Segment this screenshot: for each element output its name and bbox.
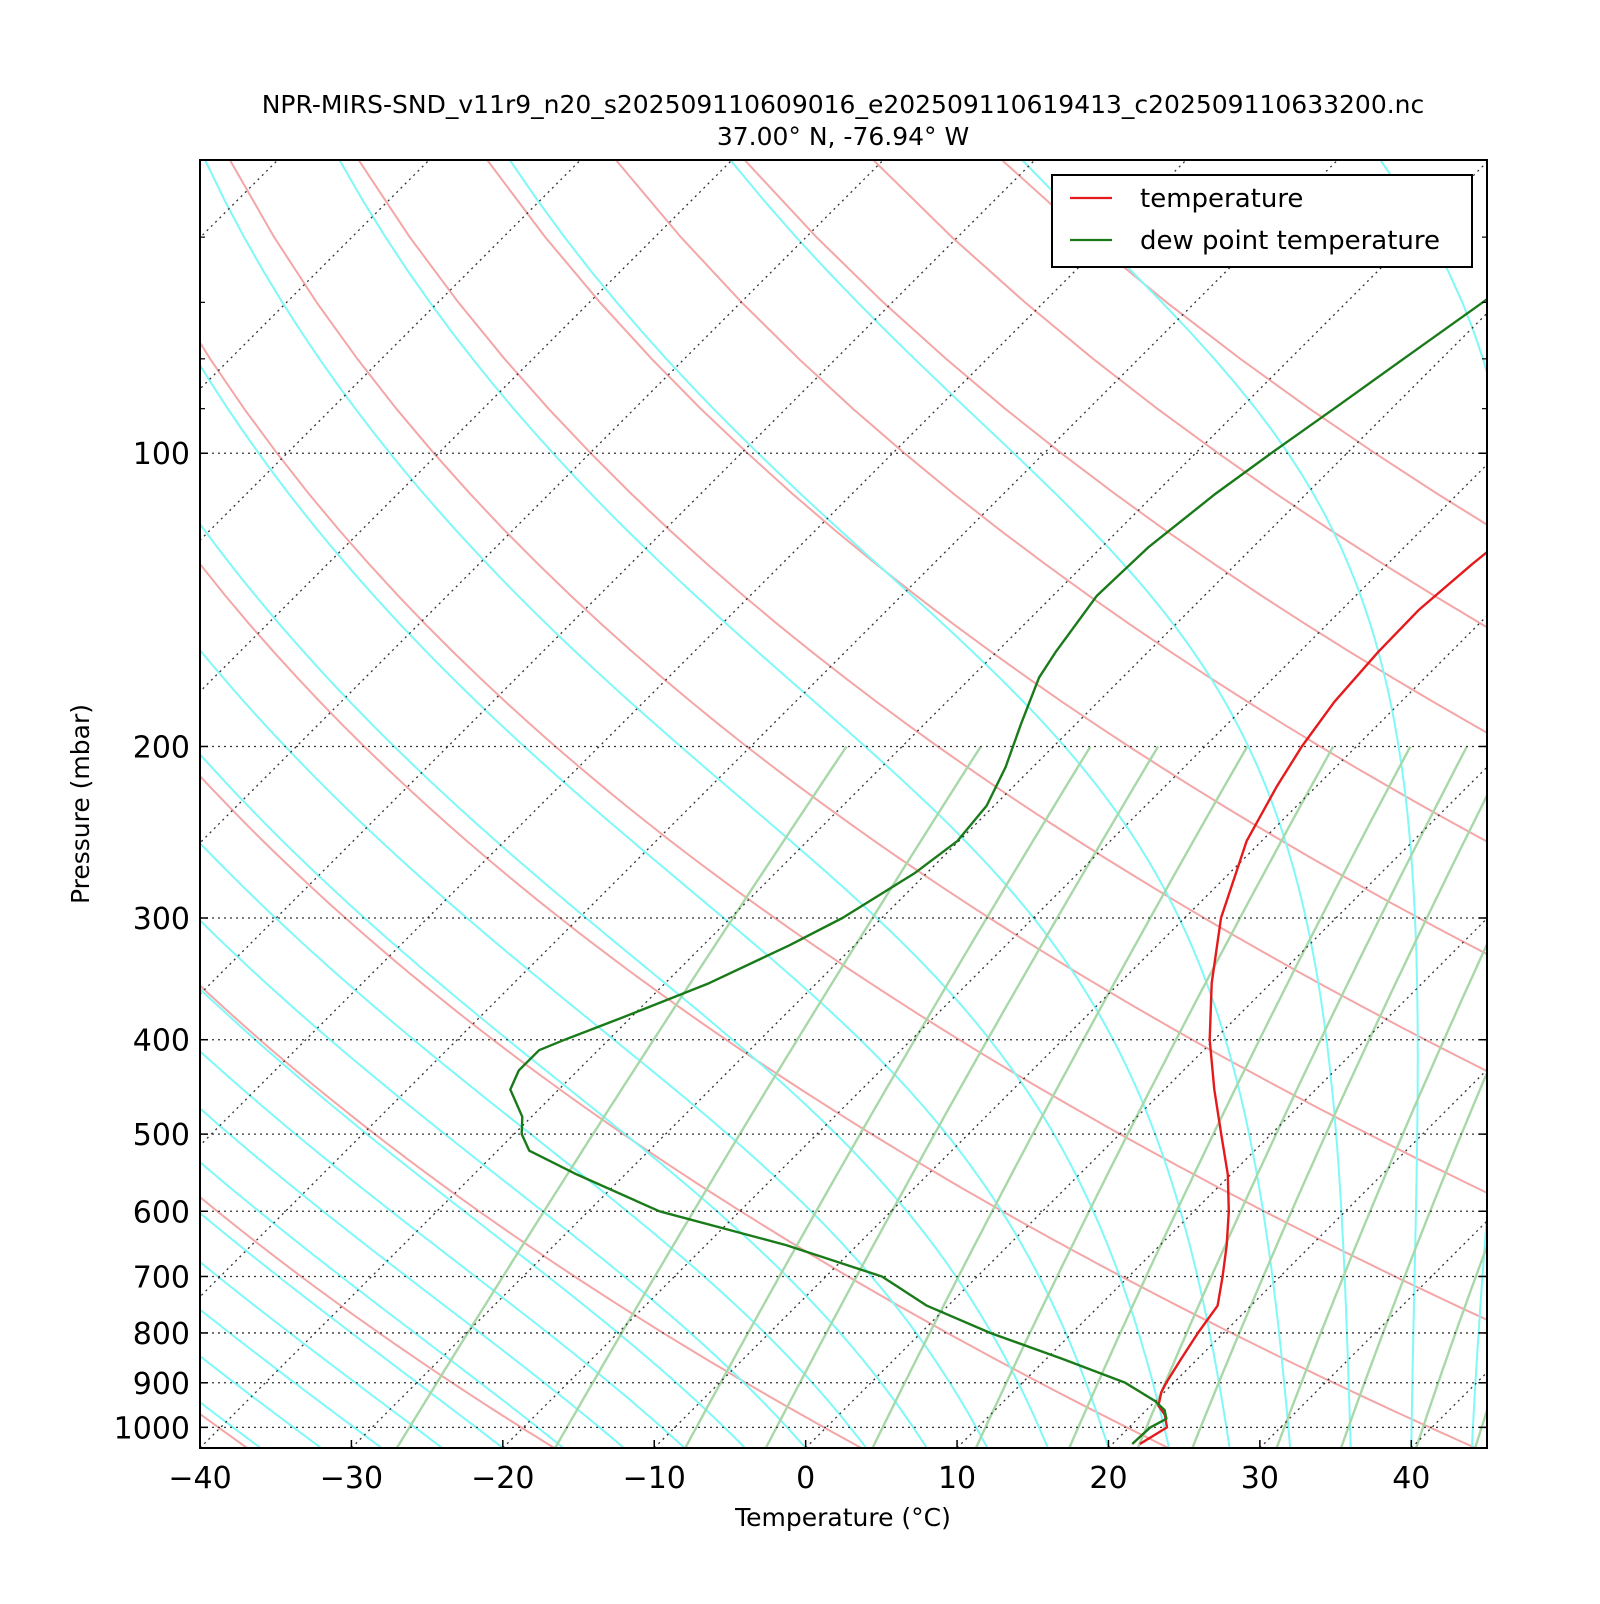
moist-adiabat: [200, 1260, 443, 1448]
moist-adiabat: [200, 1107, 625, 1448]
y-tick-label: 200: [133, 730, 190, 765]
isotherm-grid-line: [200, 161, 1487, 1448]
legend: temperature dew point temperature: [1051, 174, 1473, 268]
isotherm-grid-line: [200, 160, 430, 390]
y-tick-label: 800: [133, 1317, 190, 1352]
x-axis-ticks: −40 −30 −20 −10 0 10 20 30 40: [168, 1440, 1430, 1496]
x-tick-label: 20: [1089, 1461, 1127, 1496]
moist-adiabat: [729, 160, 1352, 1448]
mixing-ratio-line: [871, 745, 1249, 1448]
moist-adiabat: [200, 1160, 565, 1448]
moist-adiabat: [200, 1308, 383, 1448]
dry-adiabat: [200, 774, 1169, 1448]
x-axis-label: Temperature (°C): [734, 1503, 951, 1532]
mixing-ratio-line: [1275, 941, 1487, 1448]
chart-subtitle: 37.00° N, -76.94° W: [717, 122, 969, 151]
x-tick-label: −10: [623, 1461, 686, 1496]
y-tick-label: 400: [133, 1024, 190, 1059]
mixing-ratio-line: [684, 745, 1092, 1448]
x-tick-label: 10: [938, 1461, 976, 1496]
moist-adiabat: [200, 648, 989, 1448]
y-tick-label: 100: [133, 437, 190, 472]
moist-adiabat: [200, 987, 746, 1448]
mixing-ratio-line: [1068, 745, 1412, 1448]
moist-adiabat: [200, 752, 928, 1448]
moist-adiabat: [1379, 160, 1487, 1448]
plot-frame: [199, 159, 1488, 1449]
y-tick-label: 600: [133, 1195, 190, 1230]
dry-adiabat: [486, 160, 1487, 956]
isotherm-grid-line: [200, 160, 733, 693]
y-tick-label: 300: [133, 902, 190, 937]
reference-lines: [200, 160, 1487, 1448]
x-tick-label: −20: [471, 1461, 534, 1496]
x-tick-label: −30: [320, 1461, 383, 1496]
isotherm-grid-line: [200, 160, 581, 542]
moist-adiabat: [200, 363, 1110, 1448]
legend-box: [1051, 174, 1473, 268]
dry-adiabat: [200, 984, 862, 1448]
moist-adiabat: [200, 522, 1049, 1448]
moist-adiabat: [204, 160, 1170, 1448]
isotherm-grid-line: [200, 160, 1036, 996]
y-tick-label: 1000: [114, 1411, 190, 1446]
y-axis-ticks: 100 200 300 400 500 600 700 800 900 1000: [114, 159, 1487, 1446]
x-tick-label: 40: [1392, 1461, 1430, 1496]
x-tick-label: 0: [796, 1461, 815, 1496]
isotherm-grid-line: [350, 312, 1487, 1448]
temperature-line: [1139, 550, 1487, 1446]
y-tick-label: 700: [133, 1260, 190, 1295]
isotherm-grid-line: [200, 160, 884, 844]
legend-temperature-label: temperature: [1140, 184, 1303, 214]
dry-adiabat: [200, 562, 1476, 1448]
moist-adiabat: [200, 1211, 504, 1448]
y-tick-label: 900: [133, 1367, 190, 1402]
chart-title: NPR-MIRS-SND_v11r9_n20_s202509110609016_…: [262, 90, 1425, 119]
moist-adiabat: [200, 1049, 686, 1448]
y-tick-label: 500: [133, 1118, 190, 1153]
mixing-ratio-line: [974, 745, 1335, 1448]
isotherm-grid-line: [200, 160, 1187, 1147]
moist-adiabat: [338, 160, 1231, 1448]
moist-adiabat: [1021, 160, 1419, 1448]
mixing-ratio-line: [554, 745, 982, 1448]
x-tick-label: −40: [168, 1461, 231, 1496]
mixing-ratio-line: [1191, 792, 1487, 1448]
moist-adiabat: [200, 918, 807, 1448]
y-axis-label: Pressure (mbar): [66, 704, 95, 904]
legend-dewpoint-label: dew point temperature: [1140, 226, 1440, 256]
dry-adiabat: [357, 160, 1487, 1073]
dewpoint-line: [509, 297, 1487, 1445]
dry-adiabat: [615, 160, 1487, 843]
dry-adiabat: [229, 160, 1487, 1194]
mixing-ratio-line: [1339, 1069, 1487, 1448]
isotherm-grid-line: [200, 160, 1339, 1298]
x-tick-label: 30: [1241, 1461, 1279, 1496]
mixing-ratio-line: [1414, 1242, 1487, 1448]
mixing-ratio-line: [764, 745, 1160, 1448]
mixing-ratio-line: [395, 745, 848, 1448]
data-series: [509, 297, 1487, 1446]
moist-adiabat: [200, 1354, 322, 1448]
